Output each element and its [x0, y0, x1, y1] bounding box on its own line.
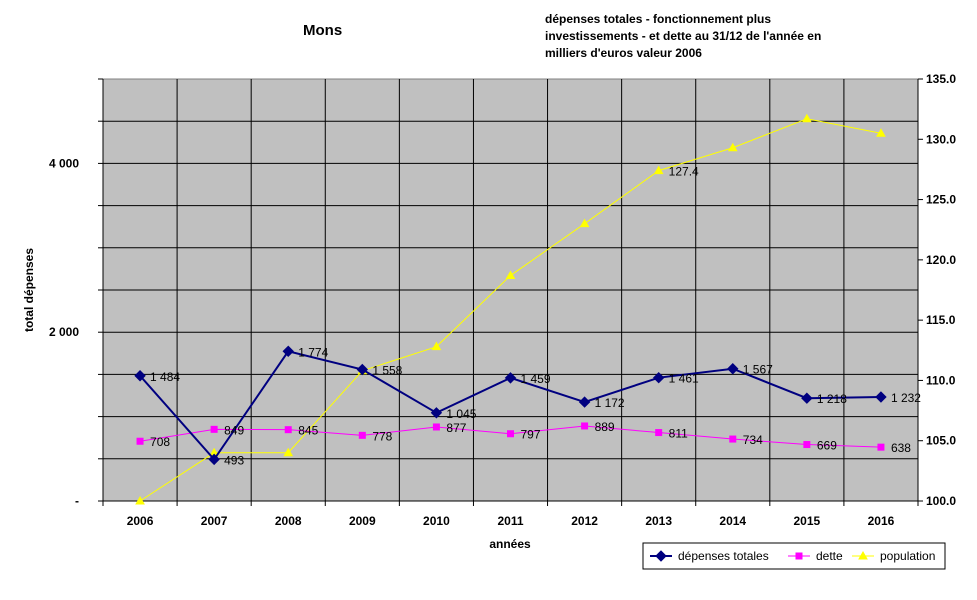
- data-point-0: [875, 391, 887, 403]
- y-left-tick-label: 2 000: [49, 325, 79, 339]
- data-label: 1 558: [372, 364, 402, 378]
- chart-subtitle: dépenses totales - fonctionnement plus i…: [545, 12, 822, 60]
- data-point-2: [802, 113, 812, 123]
- x-tick-label: 2008: [275, 514, 302, 528]
- x-tick-label: 2010: [423, 514, 450, 528]
- data-label: 127.4: [669, 165, 699, 179]
- data-point-2: [579, 218, 590, 228]
- legend-swatch-marker: [795, 552, 803, 560]
- data-label: 778: [372, 429, 392, 443]
- data-point-0: [801, 392, 813, 404]
- y-right-tick-label: 135.0: [926, 72, 956, 86]
- data-point-0: [727, 363, 739, 375]
- data-point-2: [505, 270, 516, 280]
- data-label: 877: [446, 421, 466, 435]
- data-point-1: [803, 441, 811, 449]
- y-right-tick-label: 125.0: [926, 193, 956, 207]
- data-point-0: [134, 370, 146, 382]
- x-tick-label: 2009: [349, 514, 376, 528]
- legend-swatch-marker: [655, 550, 667, 562]
- data-label: 849: [224, 423, 244, 437]
- data-point-1: [358, 431, 366, 439]
- data-label: 1 218: [817, 392, 847, 406]
- data-point-2: [876, 128, 886, 137]
- data-label: 1 484: [150, 370, 180, 384]
- data-point-1: [507, 430, 514, 438]
- y-axis-title: total dépenses: [22, 248, 36, 332]
- data-label: 845: [298, 424, 318, 438]
- data-point-0: [208, 453, 220, 466]
- x-tick-label: 2012: [571, 514, 598, 528]
- y-right-tick-label: 115.0: [926, 313, 956, 327]
- data-label: 1 232: [891, 391, 921, 405]
- data-label: 734: [743, 433, 763, 447]
- data-point-2: [431, 341, 442, 351]
- data-label: 669: [817, 439, 837, 453]
- x-tick-label: 2016: [868, 514, 895, 528]
- data-point-0: [430, 407, 443, 419]
- data-point-1: [432, 423, 440, 431]
- x-tick-label: 2007: [201, 514, 228, 528]
- y-right-tick-label: 100.0: [926, 494, 956, 508]
- data-point-1: [284, 426, 292, 434]
- data-point-0: [282, 345, 294, 357]
- x-tick-label: 2015: [794, 514, 821, 528]
- data-point-0: [356, 363, 369, 376]
- data-label: 638: [891, 441, 911, 455]
- data-point-1: [877, 443, 885, 451]
- data-label: 889: [595, 420, 615, 434]
- data-point-0: [652, 371, 665, 384]
- data-label: 811: [669, 427, 688, 441]
- y-left-tick-label: 4 000: [49, 156, 79, 170]
- data-label: 1 045: [446, 407, 476, 421]
- data-label: 797: [521, 428, 541, 442]
- data-point-2: [727, 142, 738, 152]
- data-point-1: [210, 425, 218, 433]
- legend-label: dette: [816, 549, 843, 563]
- x-tick-label: 2014: [719, 514, 746, 528]
- data-label: 1 774: [298, 345, 328, 359]
- data-point-1: [581, 422, 589, 430]
- legend-label: population: [880, 549, 935, 563]
- x-tick-label: 2006: [127, 514, 154, 528]
- data-label: 1 459: [521, 372, 551, 386]
- legend-label: dépenses totales: [678, 549, 769, 563]
- x-axis-title: années: [489, 537, 531, 551]
- data-label: 708: [150, 435, 170, 449]
- y-right-tick-label: 110.0: [926, 373, 956, 387]
- x-tick-label: 2013: [645, 514, 672, 528]
- data-label: 493: [224, 453, 244, 467]
- data-label: 1 461: [669, 372, 699, 386]
- data-point-1: [729, 435, 737, 443]
- chart-title: Mons: [303, 22, 343, 39]
- data-point-1: [655, 429, 663, 437]
- data-label: 1 172: [595, 396, 625, 410]
- legend-swatch-marker: [858, 550, 868, 560]
- y-left-tick-label: -: [75, 494, 79, 508]
- y-right-tick-label: 105.0: [926, 434, 956, 448]
- y-right-tick-label: 120.0: [926, 253, 956, 267]
- data-label: 1 567: [743, 363, 773, 377]
- data-point-1: [136, 437, 144, 445]
- data-point-0: [578, 396, 591, 408]
- x-tick-label: 2011: [497, 514, 523, 528]
- data-point-2: [653, 165, 664, 175]
- data-point-2: [283, 447, 294, 457]
- y-right-tick-label: 130.0: [926, 132, 956, 146]
- data-point-2: [135, 495, 145, 505]
- data-point-0: [504, 372, 517, 384]
